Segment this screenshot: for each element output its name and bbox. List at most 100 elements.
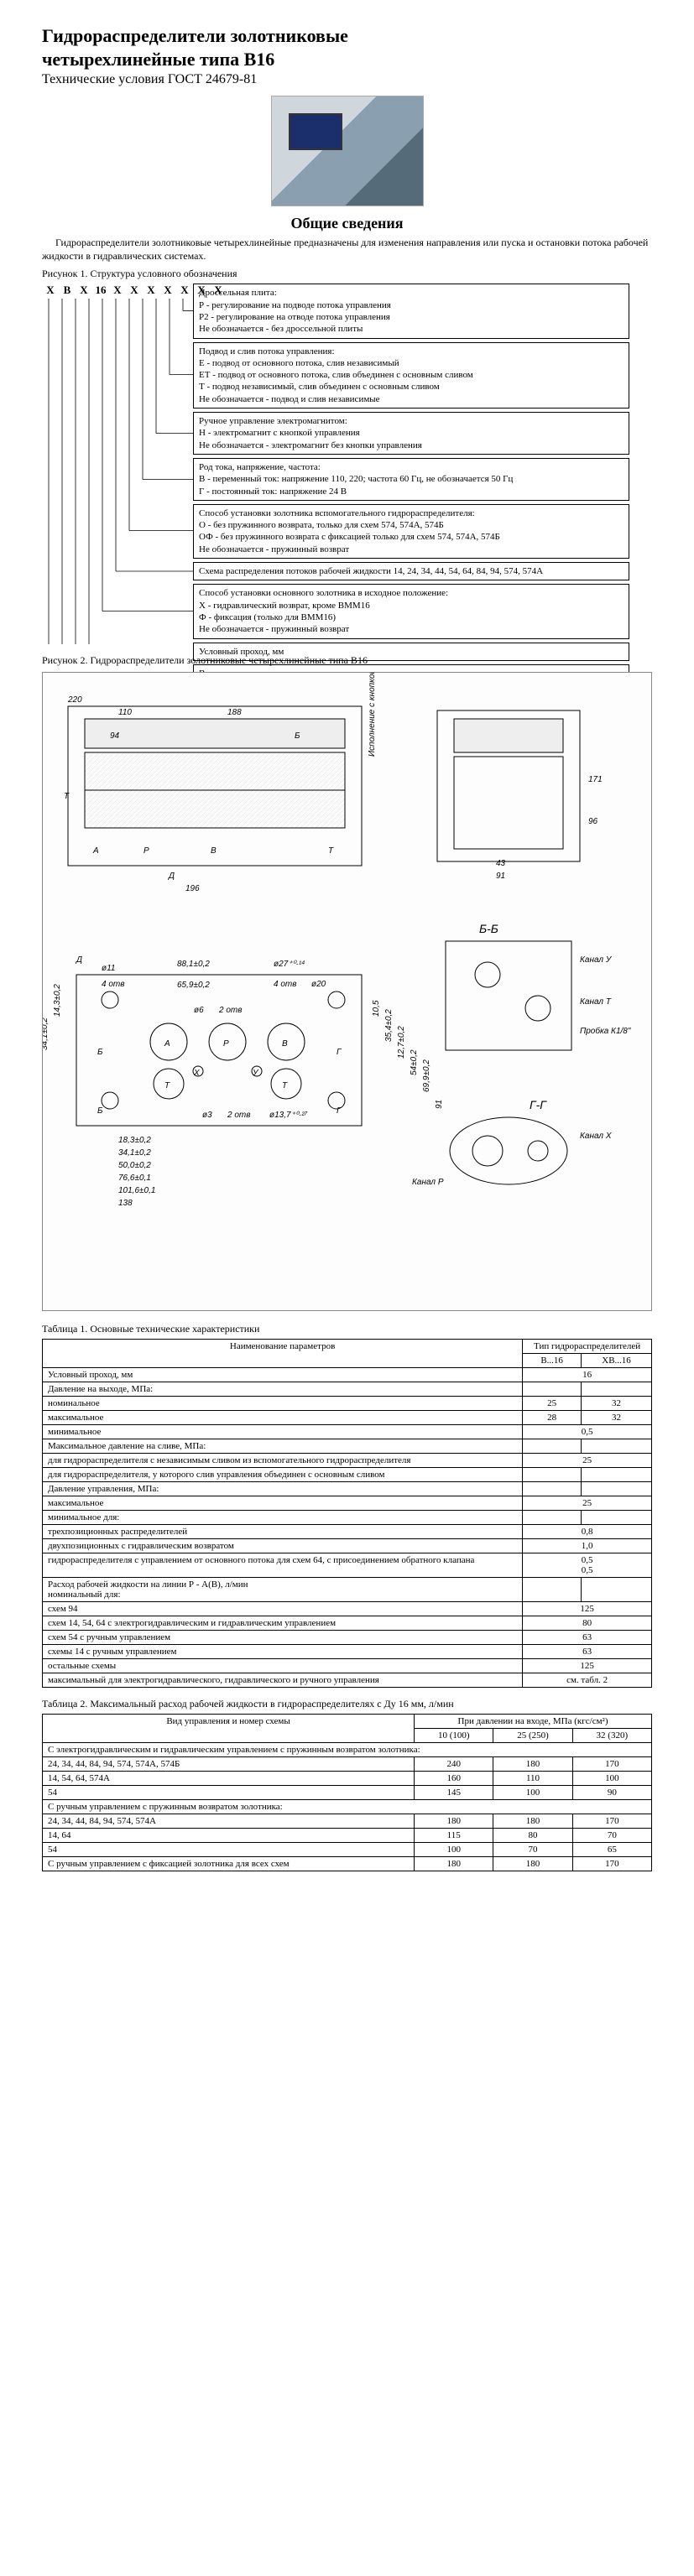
- table-row: минимальное для:: [43, 1511, 652, 1525]
- designation-description-box: Род тока, напряжение, частота: В - перем…: [193, 458, 629, 501]
- table1-caption: Таблица 1. Основные технические характер…: [42, 1323, 652, 1335]
- svg-text:Р: Р: [143, 846, 149, 856]
- svg-text:Т: Т: [164, 1081, 170, 1090]
- table-row: гидрораспределителя с управлением от осн…: [43, 1553, 652, 1578]
- svg-text:34,1±0,2: 34,1±0,2: [118, 1148, 151, 1158]
- svg-text:188: 188: [227, 708, 242, 717]
- svg-text:Канал Т: Канал Т: [580, 997, 612, 1007]
- svg-text:4 отв: 4 отв: [102, 980, 124, 989]
- svg-text:138: 138: [118, 1199, 133, 1208]
- designation-description-box: Условный проход, мм: [193, 643, 629, 661]
- table-row: 5414510090: [43, 1786, 652, 1800]
- table-row: схемы 14 с ручным управлением63: [43, 1645, 652, 1659]
- figure1-caption: Рисунок 1. Структура условного обозначен…: [42, 268, 652, 280]
- table-row: схем 14, 54, 64 с электрогидравлическим …: [43, 1616, 652, 1631]
- svg-text:ø13,7⁺⁰·²⁷: ø13,7⁺⁰·²⁷: [269, 1111, 308, 1120]
- svg-text:Б-Б: Б-Б: [479, 922, 498, 935]
- svg-text:43: 43: [496, 859, 506, 868]
- svg-text:Канал Р: Канал Р: [412, 1178, 444, 1187]
- table-row: максимальное25: [43, 1496, 652, 1511]
- svg-text:110: 110: [118, 708, 132, 717]
- table-row: трехпозиционных распределителей0,8: [43, 1525, 652, 1539]
- table2-col: 10 (100): [415, 1729, 493, 1743]
- svg-text:В: В: [211, 846, 217, 856]
- designation-description-box: Дроссельная плита: Р - регулирование на …: [193, 284, 629, 338]
- svg-text:220: 220: [67, 695, 82, 705]
- svg-text:Д: Д: [168, 872, 175, 881]
- svg-text:14,3±0,2: 14,3±0,2: [53, 984, 62, 1017]
- svg-text:В: В: [282, 1039, 288, 1049]
- svg-text:Т: Т: [328, 846, 334, 856]
- technical-drawing: 220 110 188 А Р В Т Т Д 196 94 Б Исполне…: [42, 672, 652, 1311]
- svg-text:ø6: ø6: [194, 1006, 204, 1015]
- designation-description-box: Ручное управление электромагнитом: Н - э…: [193, 412, 629, 455]
- table-row: максимальный для электрогидравлического,…: [43, 1673, 652, 1688]
- table-row: Максимальное давление на сливе, МПа:: [43, 1439, 652, 1454]
- page-subtitle: Технические условия ГОСТ 24679-81: [42, 72, 652, 87]
- svg-text:35,4±0,2: 35,4±0,2: [384, 1009, 394, 1042]
- table-row: Давление на выходе, МПа:: [43, 1382, 652, 1397]
- svg-text:88,1±0,2: 88,1±0,2: [177, 960, 210, 969]
- svg-text:Х: Х: [193, 1069, 200, 1078]
- svg-text:Т: Т: [64, 792, 70, 801]
- svg-text:2 отв: 2 отв: [218, 1006, 242, 1015]
- svg-text:50,0±0,2: 50,0±0,2: [118, 1161, 151, 1170]
- svg-text:Исполнение с кнопкой: Исполнение с кнопкой: [368, 673, 377, 757]
- intro-paragraph: Гидрораспределители золотниковые четырех…: [42, 236, 652, 263]
- table2-head-press: При давлении на входе, МПа (кгс/см²): [415, 1715, 652, 1729]
- table-row: 14, 641158070: [43, 1829, 652, 1843]
- table-row: 541007065: [43, 1843, 652, 1857]
- table-row: 24, 34, 44, 84, 94, 574, 574А180180170: [43, 1814, 652, 1829]
- table-row: схем 54 с ручным управлением63: [43, 1631, 652, 1645]
- svg-text:65,9±0,2: 65,9±0,2: [177, 981, 210, 990]
- svg-text:А: А: [92, 846, 99, 856]
- svg-text:ø20: ø20: [311, 980, 326, 989]
- svg-text:96: 96: [588, 817, 598, 826]
- page-title-1: Гидрораспределители золотниковые: [42, 25, 652, 47]
- table-row: для гидрораспределителя с независимым сл…: [43, 1454, 652, 1468]
- svg-text:69,9±0,2: 69,9±0,2: [422, 1059, 431, 1092]
- svg-text:Пробка К1/8": Пробка К1/8": [580, 1026, 631, 1036]
- svg-text:94: 94: [110, 731, 120, 741]
- designation-description-box: Способ установки основного золотника в и…: [193, 584, 629, 638]
- svg-text:196: 196: [185, 884, 200, 893]
- section-general-heading: Общие сведения: [42, 215, 652, 232]
- svg-text:Б: Б: [295, 731, 300, 741]
- svg-text:54±0,2: 54±0,2: [410, 1049, 419, 1075]
- table-row: 24, 34, 44, 84, 94, 574, 574А, 574Б24018…: [43, 1757, 652, 1772]
- svg-text:4 отв: 4 отв: [274, 980, 296, 989]
- svg-text:171: 171: [588, 775, 603, 784]
- designation-description-box: Способ установки золотника вспомогательн…: [193, 504, 629, 559]
- table-row: минимальное0,5: [43, 1425, 652, 1439]
- svg-text:Г: Г: [337, 1048, 342, 1057]
- table2: Вид управления и номер схемы При давлени…: [42, 1714, 652, 1871]
- table2-col: 32 (320): [572, 1729, 651, 1743]
- svg-text:Б: Б: [97, 1048, 103, 1057]
- table2-caption: Таблица 2. Максимальный расход рабочей ж…: [42, 1698, 652, 1710]
- table-row: С электрогидравлическим и гидравлическим…: [43, 1743, 652, 1757]
- table1-col-b: В...16: [523, 1354, 582, 1368]
- table1-head-type: Тип гидрораспределителей: [523, 1340, 652, 1354]
- table-row: Расход рабочей жидкости на линии Р - А(В…: [43, 1578, 652, 1602]
- table2-col: 25 (250): [493, 1729, 572, 1743]
- svg-text:У: У: [252, 1069, 259, 1078]
- page-title-2: четырехлинейные типа В16: [42, 49, 652, 70]
- table-row: схем 94125: [43, 1602, 652, 1616]
- svg-text:Д: Д: [76, 955, 82, 965]
- table1: Наименование параметров Тип гидрораспред…: [42, 1339, 652, 1688]
- svg-text:91: 91: [435, 1100, 444, 1109]
- table1-head-param: Наименование параметров: [43, 1340, 523, 1368]
- svg-text:91: 91: [496, 872, 505, 881]
- svg-text:34,1±0,2: 34,1±0,2: [43, 1017, 50, 1050]
- svg-text:Б: Б: [97, 1106, 103, 1116]
- svg-text:ø3: ø3: [202, 1111, 212, 1120]
- svg-text:101,6±0,1: 101,6±0,1: [118, 1186, 155, 1195]
- designation-structure-diagram: ХВХ16ХХХХХХХ Дроссельная плита: Р - регу…: [42, 284, 652, 644]
- table-row: двухпозиционных с гидравлическим возврат…: [43, 1539, 652, 1553]
- table-row: С ручным управлением с пружинным возврат…: [43, 1800, 652, 1814]
- svg-text:Г-Г: Г-Г: [530, 1098, 547, 1111]
- svg-text:Т: Т: [282, 1081, 288, 1090]
- product-photo: [271, 96, 424, 206]
- svg-text:12,7±0,2: 12,7±0,2: [397, 1026, 406, 1059]
- svg-text:76,6±0,1: 76,6±0,1: [118, 1174, 151, 1183]
